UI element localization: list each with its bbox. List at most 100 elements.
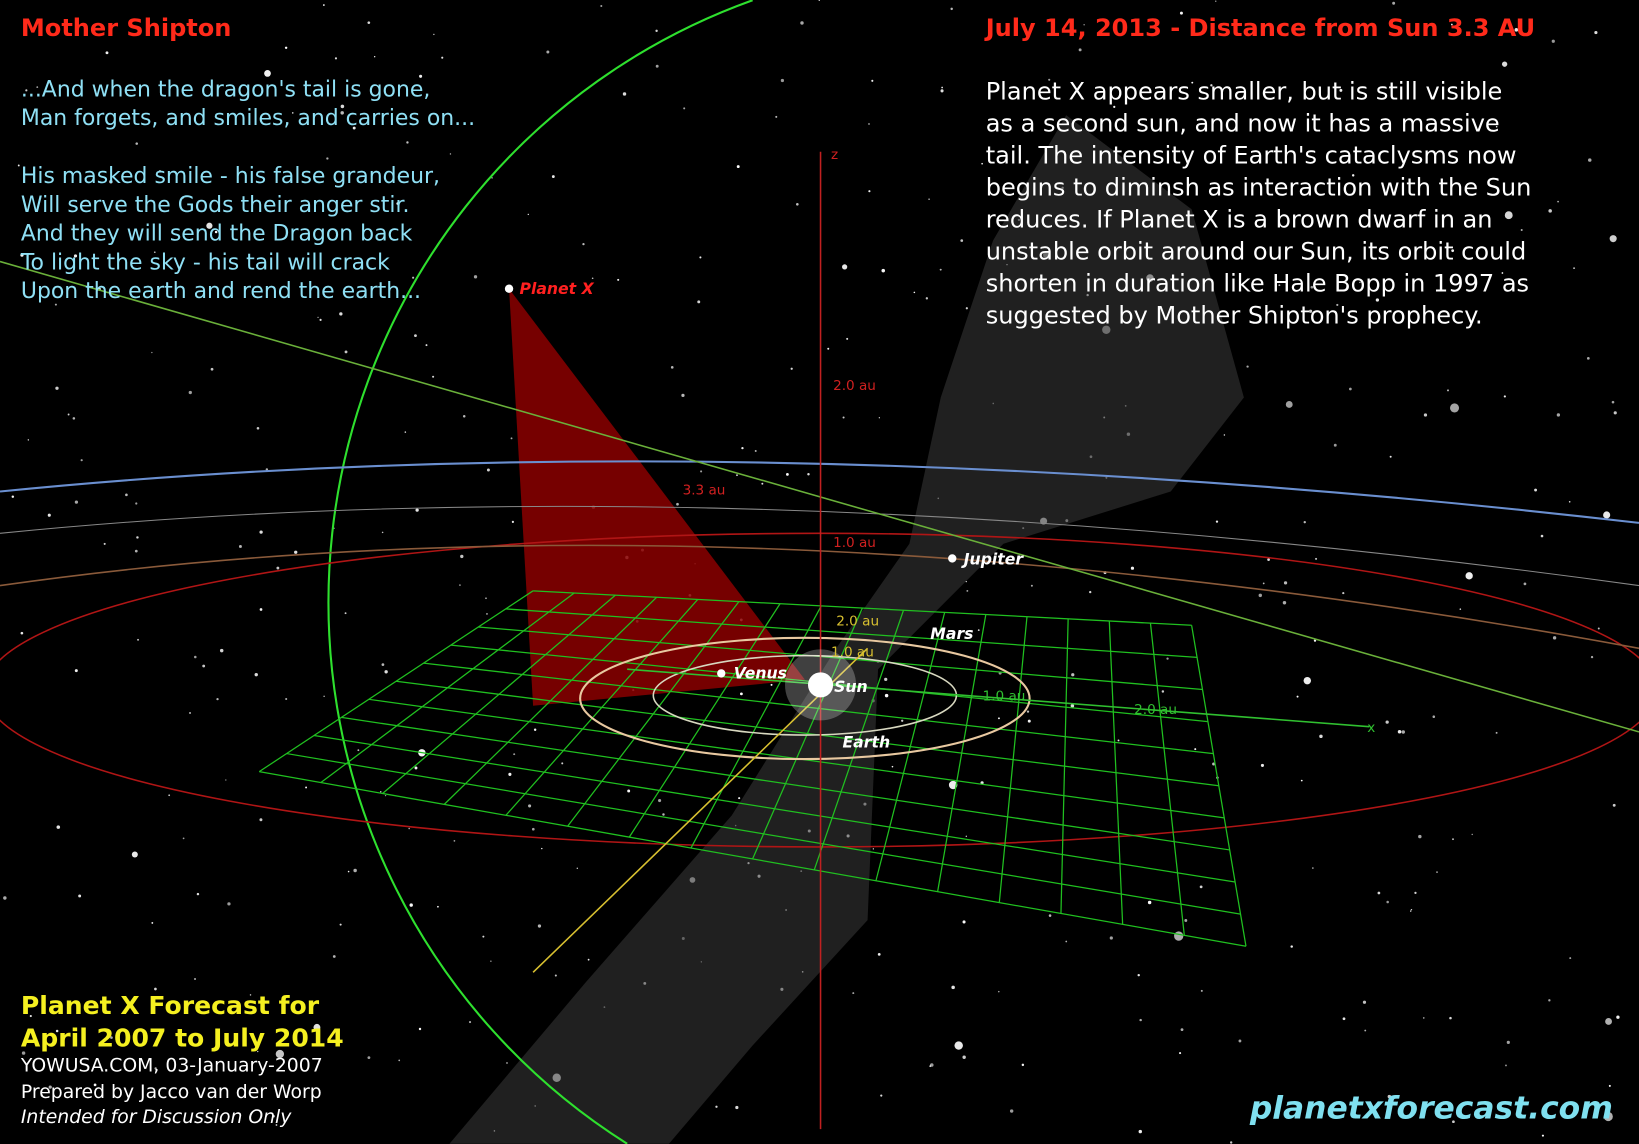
- star: [1110, 936, 1113, 939]
- star: [345, 350, 348, 353]
- star: [1010, 1109, 1013, 1112]
- star: [154, 988, 157, 991]
- star: [264, 70, 271, 77]
- star: [220, 649, 223, 652]
- star: [367, 1056, 370, 1059]
- star: [1553, 636, 1556, 639]
- star: [189, 712, 191, 714]
- star: [485, 597, 487, 599]
- star: [715, 1106, 717, 1108]
- star: [950, 8, 952, 10]
- star: [1569, 957, 1571, 959]
- star: [761, 483, 763, 485]
- star: [1410, 910, 1411, 911]
- x-1-label: 1.0 au: [983, 689, 1026, 705]
- star: [600, 5, 602, 7]
- star: [532, 828, 535, 831]
- star: [183, 837, 185, 839]
- poem-line: His masked smile - his false grandeur,: [21, 164, 440, 189]
- star: [940, 269, 942, 271]
- star: [135, 142, 138, 145]
- star: [658, 799, 661, 802]
- star: [1504, 395, 1506, 397]
- star: [68, 414, 70, 416]
- star: [1089, 591, 1091, 593]
- star: [1542, 1135, 1544, 1137]
- star: [135, 550, 138, 553]
- star: [941, 89, 944, 92]
- star: [339, 312, 342, 315]
- star: [294, 551, 297, 554]
- star: [1411, 909, 1412, 910]
- z-2-label: 2.0 au: [833, 378, 876, 394]
- poem-line: To light the sky - his tail will crack: [20, 250, 390, 275]
- star: [807, 473, 809, 475]
- z-1-label: 1.0 au: [833, 535, 876, 551]
- star: [1071, 704, 1075, 708]
- star: [1139, 1019, 1141, 1021]
- star: [1587, 357, 1590, 360]
- star: [781, 79, 784, 82]
- star: [1312, 867, 1314, 869]
- poem-line: Upon the earth and rend the earth...: [21, 279, 421, 304]
- footer-author: Prepared by Jacco van der Worp: [21, 1082, 322, 1103]
- star: [1552, 40, 1555, 43]
- star: [414, 334, 417, 337]
- sun: [808, 672, 833, 697]
- star: [285, 698, 287, 700]
- star: [323, 696, 324, 697]
- star: [406, 141, 408, 143]
- star: [1502, 62, 1507, 67]
- star: [285, 47, 287, 49]
- star: [884, 678, 887, 681]
- star: [333, 955, 336, 958]
- star: [842, 264, 847, 269]
- star: [676, 503, 679, 506]
- star: [1614, 411, 1617, 414]
- star: [582, 243, 584, 245]
- star: [194, 978, 196, 980]
- star: [926, 297, 928, 299]
- star: [737, 165, 740, 168]
- footer-note: Intended for Discussion Only: [21, 1107, 292, 1128]
- star: [1319, 735, 1322, 738]
- star: [577, 868, 578, 869]
- star: [998, 991, 1000, 993]
- star: [75, 669, 78, 672]
- star: [627, 790, 630, 793]
- star: [541, 848, 542, 849]
- star: [385, 795, 386, 796]
- star: [125, 494, 128, 497]
- star: [1022, 1064, 1024, 1066]
- star: [239, 545, 242, 548]
- star: [1113, 106, 1115, 108]
- star: [18, 165, 20, 167]
- star: [12, 495, 14, 497]
- star: [1598, 627, 1600, 629]
- star: [852, 992, 854, 994]
- star: [700, 470, 702, 472]
- venus: [717, 669, 725, 677]
- star: [508, 773, 511, 776]
- star: [1450, 403, 1459, 412]
- star: [1162, 690, 1164, 692]
- star: [1263, 583, 1265, 585]
- star: [1541, 535, 1544, 538]
- star: [382, 663, 385, 666]
- left-title: Mother Shipton: [21, 14, 232, 42]
- star: [873, 848, 874, 849]
- star: [21, 632, 24, 635]
- star: [3, 896, 6, 899]
- star: [1349, 388, 1352, 391]
- star: [1304, 677, 1311, 684]
- star: [1239, 1040, 1242, 1043]
- star: [901, 720, 903, 722]
- star: [1447, 389, 1449, 391]
- star: [490, 961, 491, 962]
- star: [437, 906, 439, 908]
- star: [1386, 721, 1389, 724]
- star: [1334, 444, 1337, 447]
- star: [1402, 730, 1405, 733]
- star: [197, 893, 199, 895]
- description-line: Planet X appears smaller, but is still v…: [986, 78, 1503, 106]
